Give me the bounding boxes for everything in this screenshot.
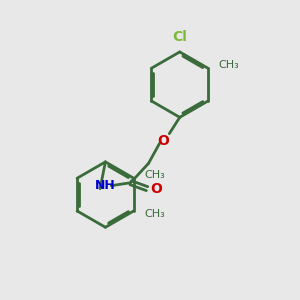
Text: CH₃: CH₃ — [218, 60, 239, 70]
Text: NH: NH — [95, 179, 116, 192]
Text: CH₃: CH₃ — [144, 170, 165, 180]
Text: O: O — [158, 134, 169, 148]
Text: CH₃: CH₃ — [144, 209, 165, 219]
Text: Cl: Cl — [172, 31, 187, 44]
Text: O: O — [151, 182, 163, 196]
